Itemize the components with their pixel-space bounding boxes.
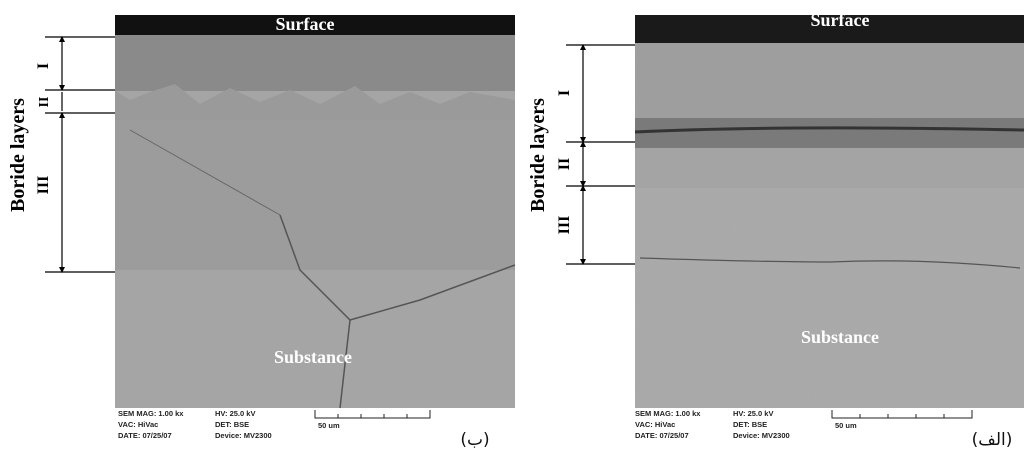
info-text: DATE: 07/25/07: [118, 431, 172, 440]
info-text: HV: 25.0 kV: [733, 409, 773, 418]
panel-label: (الف): [972, 430, 1013, 450]
scale-label: 50 um: [835, 421, 857, 430]
info-text: DATE: 07/25/07: [635, 431, 689, 440]
info-text: Device: MV2300: [733, 431, 790, 440]
info-text: SEM MAG: 1.00 kx: [635, 409, 701, 418]
info-left: SEM MAG: 1.00 kx VAC: HiVac DATE: 07/25/…: [118, 409, 490, 450]
info-text: VAC: HiVac: [635, 420, 675, 429]
surface-label: Surface: [811, 10, 870, 30]
info-text: HV: 25.0 kV: [215, 409, 255, 418]
layer-label: I: [35, 63, 52, 69]
substance-label: Substance: [274, 347, 352, 367]
layer-label: III: [35, 176, 52, 195]
info-text: SEM MAG: 1.00 kx: [118, 409, 184, 418]
layer-label: II: [37, 97, 52, 108]
info-text: Device: MV2300: [215, 431, 272, 440]
layer-label: III: [556, 216, 573, 235]
figure: I II III Boride layers Surface Substance…: [0, 0, 1024, 452]
info-text: VAC: HiVac: [118, 420, 158, 429]
surface-label: Surface: [276, 14, 335, 34]
scale-label: 50 um: [318, 421, 340, 430]
layer-label: II: [556, 158, 573, 170]
info-text: DET: BSE: [215, 420, 249, 429]
panel-label: (ب): [460, 430, 489, 450]
side-label: Boride layers: [7, 98, 29, 212]
layer-label: I: [556, 90, 573, 96]
info-text: DET: BSE: [733, 420, 767, 429]
substance-label: Substance: [801, 327, 879, 347]
sem-image-right: [635, 15, 1024, 408]
info-right: SEM MAG: 1.00 kx VAC: HiVac DATE: 07/25/…: [635, 409, 1012, 450]
side-label: Boride layers: [527, 98, 549, 212]
